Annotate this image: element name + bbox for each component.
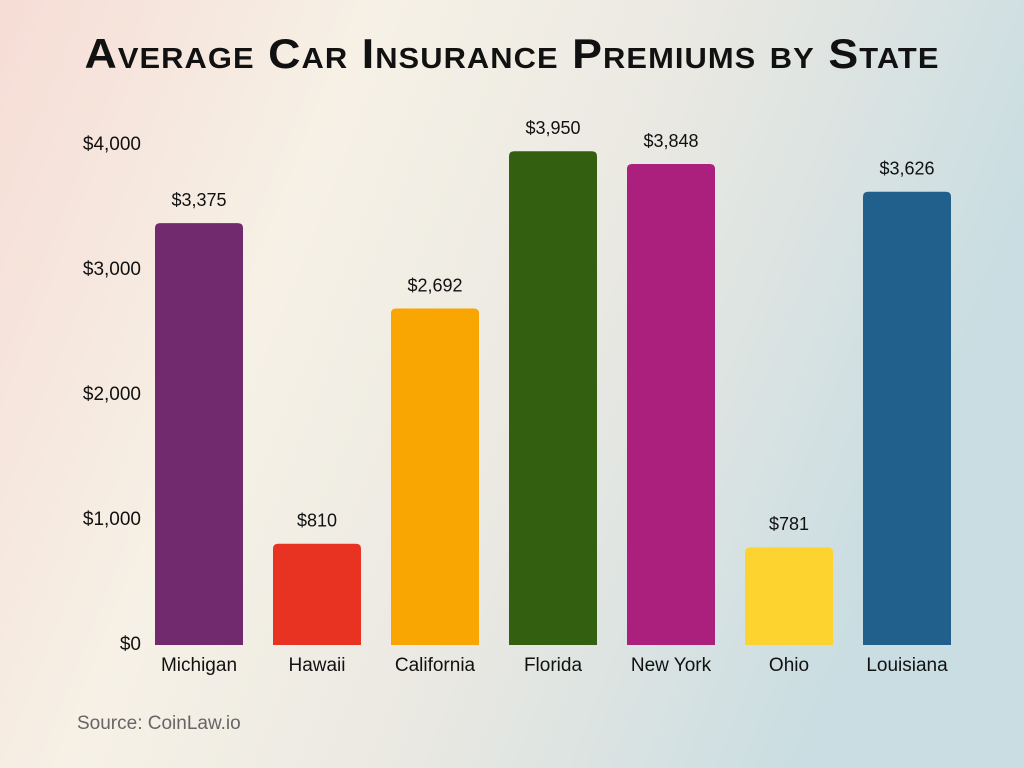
chart-title: Average Car Insurance Premiums by State bbox=[85, 30, 940, 77]
x-tick-label: Hawaii bbox=[288, 655, 345, 676]
bar bbox=[745, 547, 833, 645]
bar bbox=[863, 191, 951, 645]
x-tick-label: California bbox=[395, 655, 476, 676]
value-label: $781 bbox=[769, 514, 809, 534]
x-tick-label: Ohio bbox=[769, 655, 809, 676]
y-tick-label: $2,000 bbox=[83, 384, 141, 405]
value-label: $3,848 bbox=[643, 131, 698, 151]
bar bbox=[391, 308, 479, 645]
y-tick-label: $3,000 bbox=[83, 259, 141, 280]
x-tick-label: New York bbox=[631, 655, 712, 676]
y-tick-label: $0 bbox=[120, 634, 141, 655]
y-tick-label: $4,000 bbox=[83, 134, 141, 155]
y-tick-label: $1,000 bbox=[83, 509, 141, 530]
bar bbox=[273, 543, 361, 645]
x-tick-label: Louisiana bbox=[866, 655, 948, 676]
source: Source: CoinLaw.io bbox=[77, 713, 241, 734]
value-label: $3,375 bbox=[171, 190, 226, 210]
value-label: $2,692 bbox=[407, 275, 462, 295]
x-tick-label: Florida bbox=[524, 655, 583, 676]
bar bbox=[627, 164, 715, 645]
value-label: $810 bbox=[297, 511, 337, 531]
x-tick-label: Michigan bbox=[161, 655, 237, 676]
value-label: $3,950 bbox=[525, 118, 580, 138]
value-label: $3,626 bbox=[879, 159, 934, 179]
bar bbox=[509, 151, 597, 645]
bar bbox=[155, 223, 243, 645]
